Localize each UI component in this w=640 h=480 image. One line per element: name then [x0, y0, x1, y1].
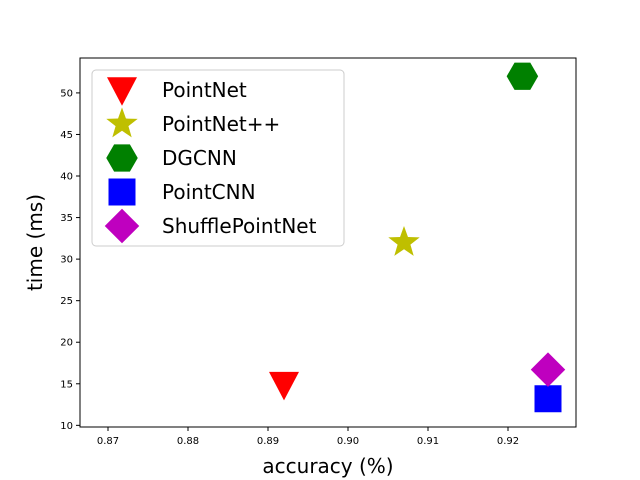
y-axis-ticks: 10 15 20 25 30 35 40 45 50 [60, 88, 80, 432]
data-points [269, 62, 566, 413]
x-axis-label: accuracy (%) [262, 454, 393, 478]
legend-marker-dgcnn [106, 144, 138, 172]
x-tick-label: 0.91 [417, 436, 439, 447]
y-tick-label: 10 [60, 421, 73, 432]
axes-frame [79, 57, 577, 428]
shufflepointnet-point [530, 352, 566, 387]
pointcnn-point [534, 385, 562, 413]
y-tick-label: 45 [60, 130, 73, 141]
y-tick-label: 15 [60, 379, 73, 390]
legend-label: PointNet [162, 78, 247, 102]
x-tick-label: 0.88 [177, 436, 199, 447]
legend-label: DGCNN [162, 146, 237, 170]
legend-marker-pointcnn [108, 178, 136, 206]
legend-label: PointNet++ [162, 112, 280, 136]
x-tick-label: 0.87 [97, 436, 119, 447]
y-axis-label: time (ms) [23, 194, 47, 291]
y-tick-label: 30 [60, 255, 73, 266]
dgcnn-point [506, 62, 539, 90]
y-tick-label: 25 [60, 296, 73, 307]
y-tick-label: 35 [60, 213, 73, 224]
legend: PointNet PointNet++ DGCNN PointCNN ShufflePo… [91, 69, 345, 247]
y-tick-label: 50 [60, 88, 73, 99]
x-axis-ticks: 0.87 0.88 0.89 0.90 0.91 0.92 [97, 427, 519, 447]
pointnet--point [388, 226, 420, 256]
legend-box [91, 69, 345, 247]
legend-label: ShufflePointNet [162, 214, 317, 238]
x-tick-label: 0.92 [497, 436, 519, 447]
y-tick-label: 40 [60, 172, 73, 183]
x-tick-label: 0.89 [257, 436, 279, 447]
legend-marker-shufflepointnet [104, 208, 140, 244]
legend-label: PointCNN [162, 180, 256, 204]
x-tick-label: 0.90 [337, 436, 359, 447]
legend-marker-pointnet- [106, 107, 138, 138]
pointnet-point [269, 371, 299, 401]
legend-marker-pointnet [107, 77, 137, 106]
y-tick-label: 20 [60, 338, 73, 349]
